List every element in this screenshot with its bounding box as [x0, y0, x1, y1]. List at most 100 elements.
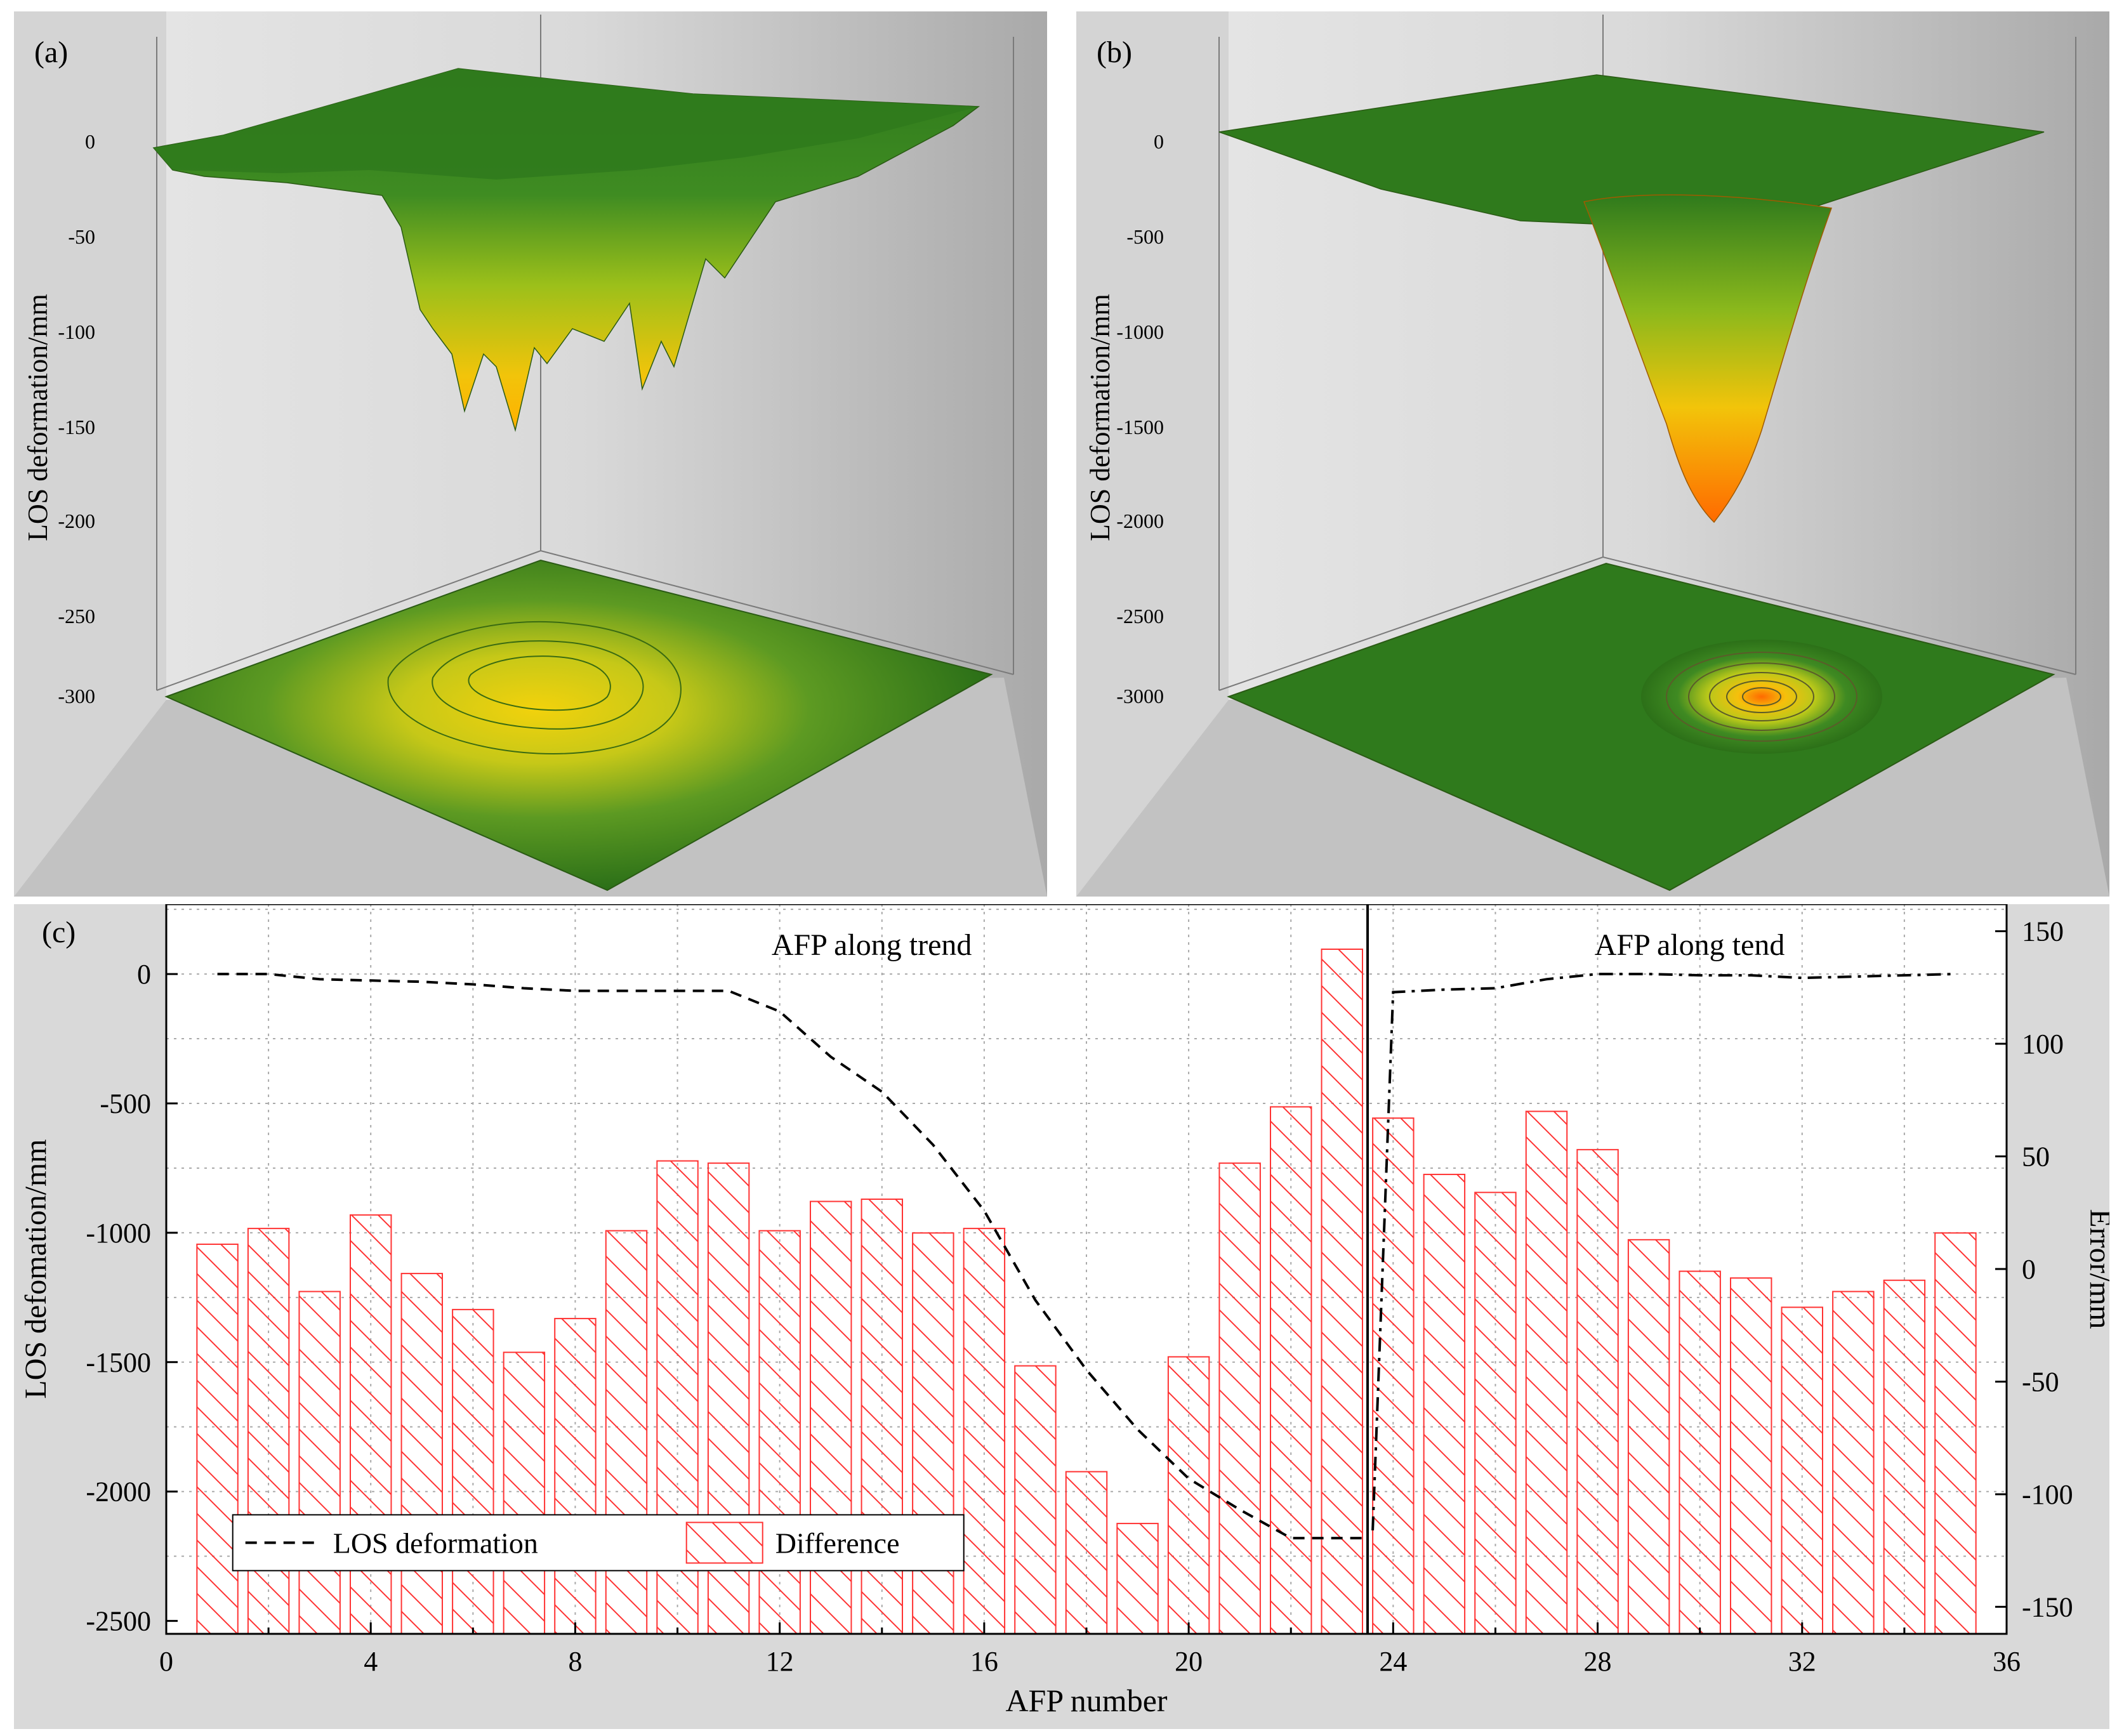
- panel-a-contour-floor: [164, 559, 993, 891]
- y2-axis-label: Error/mm: [2083, 1209, 2109, 1329]
- panel-a-contours: [387, 621, 682, 755]
- panel-a-ztick: -300: [58, 685, 95, 707]
- panel-a-zlabel: LOS deformation/mm: [22, 294, 53, 541]
- y2-tick-label: -50: [2022, 1366, 2059, 1397]
- y2-tick-label: 0: [2022, 1254, 2036, 1285]
- y2-tick-label: -100: [2022, 1479, 2073, 1510]
- panel-b-left-wall: [1076, 11, 1229, 897]
- plot-frame: [165, 904, 2008, 1635]
- x-tick-label: 4: [364, 1646, 378, 1677]
- panel-b-3d-surface: (b) LOS deformation/mm 0 -500 -1000 -150…: [1076, 11, 2109, 897]
- panel-b-label: (b): [1097, 36, 1132, 69]
- panel-a-left-wall: [14, 11, 166, 897]
- y-tick-label: -2000: [86, 1476, 151, 1508]
- difference-bar: [1934, 1232, 1977, 1634]
- panel-c-svg: 0 4 8 12 16 20 24 28 32 360-500-1000-1500-2000-25…: [14, 904, 2109, 1729]
- difference-bar: [1270, 1106, 1312, 1634]
- panel-c-label: (c): [42, 916, 76, 949]
- panel-b-subsidence-floor: [1641, 640, 1882, 754]
- difference-bar: [1730, 1277, 1772, 1634]
- panel-b-svg: (b) LOS deformation/mm 0 -500 -1000 -150…: [1076, 11, 2109, 897]
- panel-b-ztick: -500: [1126, 225, 1164, 248]
- panel-a-svg: (a) LOS deformation/mm 0 -50 -100 -150 -…: [14, 11, 1047, 897]
- difference-bar: [400, 1273, 443, 1634]
- panel-a-ztick: -50: [68, 225, 95, 248]
- panel-b-ztick: -2000: [1116, 510, 1164, 532]
- difference-bar: [1423, 1173, 1466, 1635]
- panel-b-ztick: -3000: [1116, 685, 1164, 707]
- difference-bar: [503, 1351, 546, 1634]
- panel-c-chart: 0 4 8 12 16 20 24 28 32 36 0 -500 -1000 -1500 -2000 -25…: [14, 904, 2109, 1729]
- x-tick-label: 20: [1175, 1646, 1203, 1677]
- panel-b-contour-floor: [1227, 562, 2055, 891]
- difference-bar: [1474, 1192, 1517, 1634]
- panel-b-surface-funnel: [1583, 194, 1833, 523]
- panel-b-ztick: -1000: [1116, 320, 1164, 343]
- panel-a-zticks: 0 -50 -100 -150 -200 -250 -300: [58, 130, 95, 707]
- annotation-along-tend: AFP along tend: [1595, 928, 1785, 962]
- legend-difference-label: Difference: [775, 1527, 900, 1559]
- difference-bar: [247, 1228, 290, 1635]
- difference-bar: [1576, 1148, 1619, 1635]
- legend: LOS deformation Difference: [232, 1514, 965, 1572]
- annotation-along-trend: AFP along trend: [772, 928, 972, 962]
- los-lines: [217, 973, 1956, 1540]
- x-tick-label: 28: [1584, 1646, 1612, 1677]
- difference-bar: [1218, 1162, 1261, 1634]
- y2-tick-label: 100: [2022, 1029, 2064, 1060]
- difference-bar: [605, 1230, 648, 1634]
- difference-bar: [912, 1232, 954, 1634]
- panel-b-ztick: -1500: [1116, 416, 1164, 438]
- panel-b-contours: [1666, 652, 1857, 742]
- y-tick-label: -2500: [86, 1606, 151, 1637]
- panel-a-ztick: -150: [58, 416, 95, 438]
- x-tick-label: 32: [1788, 1646, 1816, 1677]
- x-tick-label: 36: [1993, 1646, 2021, 1677]
- y-axis-label: LOS defomation/mm: [19, 1139, 53, 1398]
- difference-bar: [1883, 1279, 1926, 1634]
- legend-box: [232, 1514, 965, 1572]
- difference-bar: [1321, 948, 1364, 1634]
- panel-b-ztick: -2500: [1116, 605, 1164, 628]
- panel-b-ztick: 0: [1154, 130, 1164, 153]
- difference-bar: [1014, 1365, 1057, 1635]
- panel-b-zticks: 0 -500 -1000 -1500 -2000 -2500 -3000: [1116, 130, 1164, 707]
- difference-bar: [1832, 1291, 1875, 1634]
- panel-a-ztick: -250: [58, 605, 95, 628]
- difference-bar: [1781, 1306, 1824, 1634]
- difference-bar: [1167, 1356, 1210, 1634]
- x-tick-label: 0: [159, 1646, 173, 1677]
- difference-bar: [963, 1228, 1006, 1635]
- panel-a-ztick: 0: [85, 130, 95, 153]
- los-deformation-line: [217, 973, 1368, 1540]
- difference-bar: [298, 1291, 341, 1634]
- y-tick-label: -1500: [86, 1347, 151, 1378]
- panel-b-zlabel: LOS deformation/mm: [1085, 294, 1116, 541]
- y2-tick-label: 50: [2022, 1141, 2050, 1173]
- legend-los-label: LOS deformation: [333, 1527, 538, 1559]
- difference-bar: [1525, 1110, 1568, 1634]
- x-tick-label: 8: [568, 1646, 582, 1677]
- x-axis-label: AFP number: [1005, 1683, 1167, 1718]
- panel-a-surface-top: [154, 69, 979, 180]
- axes: 0 4 8 12 16 20 24 28 32 360-500-1000-1500-2000-25…: [86, 916, 2073, 1677]
- x-tick-label: 16: [970, 1646, 998, 1677]
- x-tick-label: 24: [1379, 1646, 1407, 1677]
- y-tick-label: 0: [137, 959, 151, 990]
- y2-tick-label: 150: [2022, 916, 2064, 947]
- y2-tick-label: -150: [2022, 1591, 2073, 1622]
- difference-bar: [1679, 1270, 1721, 1634]
- panel-a-ztick: -100: [58, 320, 95, 343]
- difference-bar: [1116, 1523, 1159, 1635]
- difference-bar: [452, 1308, 494, 1635]
- difference-bar: [196, 1243, 239, 1634]
- difference-bar: [758, 1230, 801, 1634]
- panel-a-3d-surface: (a) LOS deformation/mm 0 -50 -100 -150 -…: [14, 11, 1047, 897]
- y-tick-label: -1000: [86, 1218, 151, 1249]
- y-tick-label: -500: [100, 1088, 151, 1119]
- panel-a-ztick: -200: [58, 510, 95, 532]
- legend-difference-swatch: [685, 1522, 763, 1564]
- difference-bar: [1065, 1471, 1108, 1635]
- panel-a-label: (a): [34, 36, 68, 69]
- los-deformation-line-tend: [1371, 973, 1956, 1530]
